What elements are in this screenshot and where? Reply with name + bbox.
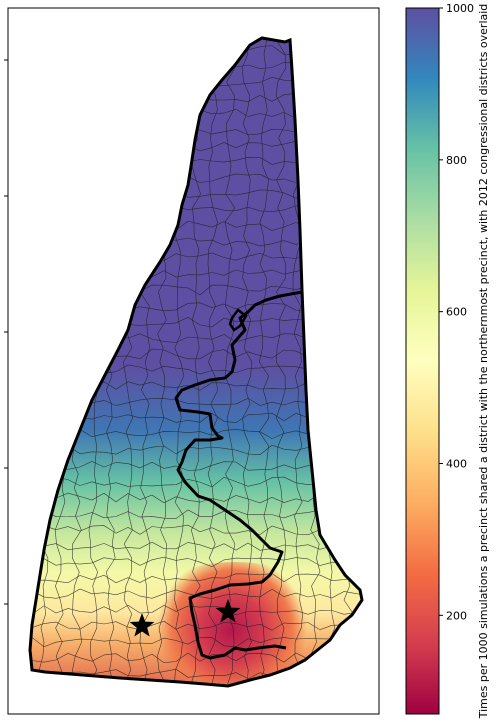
state-map bbox=[30, 38, 362, 686]
district-boundary bbox=[174, 290, 303, 660]
colorbar-tick-label: 800 bbox=[446, 154, 467, 167]
colorbar-tick-label: 1000 bbox=[446, 2, 474, 15]
colorbar-tick-label: 600 bbox=[446, 306, 467, 319]
star-marker-2 bbox=[215, 599, 241, 623]
colorbar-label: Times per 1000 simulations a precinct sh… bbox=[477, 4, 490, 720]
state-outline bbox=[28, 36, 364, 688]
colorbar-tick-label: 200 bbox=[446, 609, 467, 622]
colorbar-ticks: 1000 800 600 400 200 bbox=[439, 2, 474, 622]
precinct-markers bbox=[129, 599, 241, 637]
star-marker-1 bbox=[129, 613, 155, 637]
colorbar-tick-label: 400 bbox=[446, 457, 467, 470]
map-axes-frame bbox=[7, 7, 380, 715]
colorbar bbox=[405, 7, 440, 715]
district-notch bbox=[228, 308, 248, 332]
map-axis-ticks bbox=[4, 59, 8, 605]
